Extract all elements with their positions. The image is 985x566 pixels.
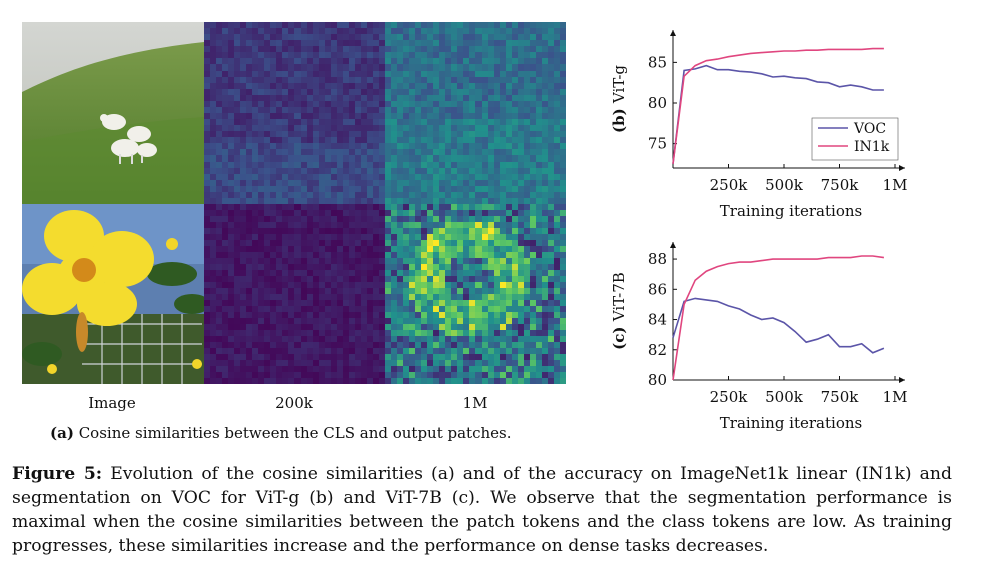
similarity-map-200k-sheep xyxy=(204,22,385,204)
x-tick-label: 500k xyxy=(765,388,804,406)
y-tick-label: 80 xyxy=(648,94,667,112)
legend-label-voc: VOC xyxy=(853,121,886,137)
x-tick-label: 1M xyxy=(883,176,908,194)
chart-vit-7b: 80 82 84 86 88 250k 500k 750k 1M Training iterati… xyxy=(610,242,908,432)
series-line-voc xyxy=(672,297,885,354)
x-axis-label: Training iterations xyxy=(720,202,862,220)
series-line-voc xyxy=(672,64,884,164)
similarity-map-1m-flower xyxy=(385,204,566,384)
x-axis-arrow xyxy=(899,165,905,171)
column-label-200k: 200k xyxy=(275,394,313,412)
y-axis-label-tag: (b) xyxy=(610,103,628,133)
x-axis-arrow xyxy=(899,377,905,383)
x-axis-label: Training iterations xyxy=(720,414,862,432)
x-tick-label: 750k xyxy=(821,176,860,194)
x-tick-label: 250k xyxy=(710,176,749,194)
y-axis-label: (b) ViT-g xyxy=(610,65,628,133)
x-tick-label: 500k xyxy=(765,176,804,194)
chart-vit-g: 75 80 85 250k 500k 750k 1M Training iterations (… xyxy=(610,30,908,220)
y-axis-label-model: ViT-g xyxy=(610,65,628,105)
subcaption-a-text: Cosine similarities between the CLS and … xyxy=(78,424,512,442)
y-tick-label: 85 xyxy=(648,53,667,71)
figure-caption-label: Figure 5: xyxy=(12,464,103,484)
y-tick-label: 86 xyxy=(648,280,667,298)
sheep-photo xyxy=(22,22,204,204)
column-label-1m: 1M xyxy=(462,394,488,412)
legend-box xyxy=(811,117,899,161)
x-tick-label: 750k xyxy=(821,388,860,406)
x-tick-label: 250k xyxy=(710,388,749,406)
series-line-in1k xyxy=(672,255,885,381)
subcaption-a-tag: (a) xyxy=(50,424,74,442)
y-tick-label: 80 xyxy=(648,371,667,389)
figure-caption-text: Evolution of the cosine similarities (a)… xyxy=(12,464,952,556)
y-axis-arrow xyxy=(670,30,676,36)
y-axis-arrow xyxy=(670,242,676,248)
series-line-in1k xyxy=(672,47,884,165)
similarity-map-1m-sheep xyxy=(385,22,566,204)
flower-photo xyxy=(22,204,204,384)
figure-caption: Figure 5: Evolution of the cosine simila… xyxy=(12,462,952,558)
y-tick-label: 75 xyxy=(648,135,667,153)
y-tick-label: 88 xyxy=(648,250,667,268)
y-axis-label-tag: (c) xyxy=(610,321,628,350)
x-tick-label: 1M xyxy=(883,388,908,406)
y-tick-label: 84 xyxy=(648,311,667,329)
legend-label-in1k: IN1k xyxy=(854,139,890,155)
y-axis-label-model: ViT-7B xyxy=(610,272,628,322)
subcaption-a: (a) Cosine similarities between the CLS … xyxy=(50,424,511,442)
y-tick-label: 82 xyxy=(648,341,667,359)
similarity-map-200k-flower xyxy=(204,204,385,384)
column-label-image: Image xyxy=(88,394,136,412)
y-axis-label: (c) ViT-7B xyxy=(610,272,628,350)
